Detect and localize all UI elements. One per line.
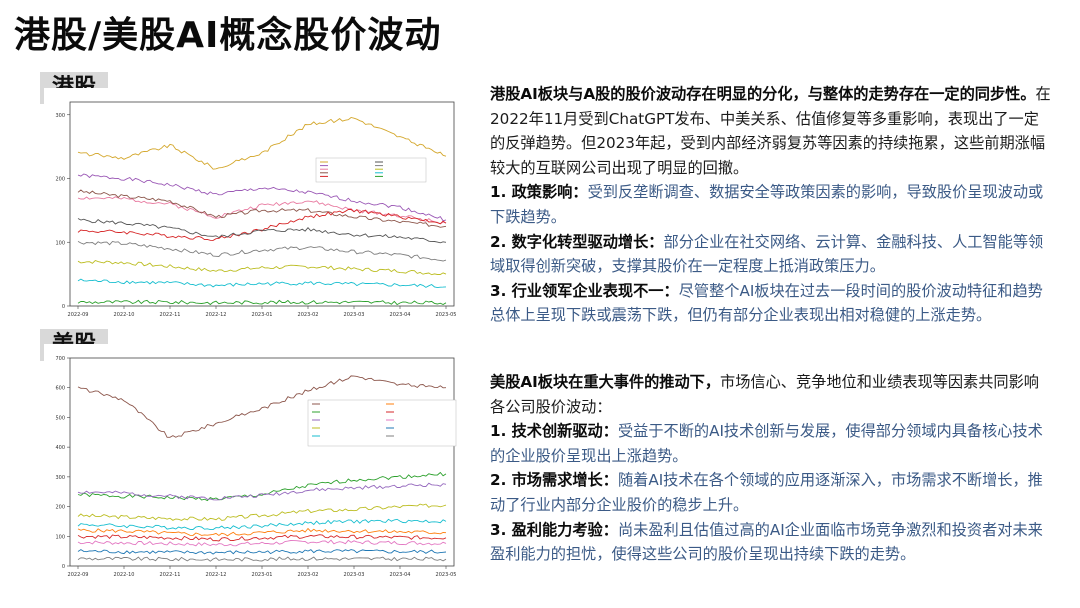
x-tick-label: 2022-10 xyxy=(114,312,135,318)
series-line xyxy=(77,259,447,276)
series-line xyxy=(77,375,447,438)
us-point-1-body: 受益于不断的AI技术创新与发展，使得部分领域内具备核心技术的企业股价呈现出上涨趋… xyxy=(490,422,1043,465)
x-tick-label: 2022-11 xyxy=(160,572,181,578)
us-stock-chart: 2022-09 2022-10 2022-11 2022-12 2023-01 2023-… xyxy=(44,344,466,584)
y-tick-label: 0 xyxy=(62,304,65,310)
us-lead: 美股AI板块在重大事件的推动下， xyxy=(490,373,721,391)
legend-box xyxy=(307,399,457,447)
y-tick-label: 500 xyxy=(55,415,65,421)
us-analysis: 美股AI板块在重大事件的推动下，市场信心、竞争地位和业绩表现等因素共同影响各公司… xyxy=(490,370,1052,567)
series-line xyxy=(77,534,447,542)
y-tick-label: 300 xyxy=(55,475,65,481)
series-line xyxy=(77,240,447,262)
series-line xyxy=(77,503,447,521)
legend xyxy=(315,157,427,183)
x-tick-label: 2022-10 xyxy=(114,572,135,578)
x-tick-label: 2023-04 xyxy=(390,572,411,578)
y-tick-label: 200 xyxy=(55,177,65,183)
hk-stock-chart: 2022-09 2022-10 2022-11 2022-12 2023-01 2023-… xyxy=(44,88,466,324)
series-line xyxy=(77,299,447,306)
series-line xyxy=(77,527,447,537)
x-tick-label: 2022-09 xyxy=(68,312,89,318)
legend-box xyxy=(315,157,427,183)
us-point-3-body: 尚未盈利且估值过高的AI企业面临市场竞争激烈和投资者对未来盈利能力的担忧，使得这… xyxy=(490,520,1043,564)
y-tick-label: 600 xyxy=(55,386,65,392)
y-tick-label: 400 xyxy=(55,445,65,451)
y-tick-label: 0 xyxy=(62,564,65,570)
x-tick-label: 2022-09 xyxy=(68,572,89,578)
x-tick-label: 2023-03 xyxy=(344,572,365,578)
x-tick-label: 2023-03 xyxy=(344,312,365,318)
chart-svg: 2022-09 2022-10 2022-11 2022-12 2023-01 2023-… xyxy=(55,101,457,318)
x-tick-label: 2022-12 xyxy=(206,572,227,578)
us-point-2-head: 2. 市场需求增长： xyxy=(490,471,618,490)
series-line xyxy=(77,218,447,244)
hk-analysis: 港股AI板块与A股的股价波动存在明显的分化，与整体的走势存在一定的同步性。在20… xyxy=(490,82,1052,328)
x-tick-label: 2023-05 xyxy=(436,312,457,318)
hk-point-3-head: 3. 行业领军企业表现不一： xyxy=(490,281,679,300)
y-tick-label: 200 xyxy=(55,505,65,511)
hk-point-2-head: 2. 数字化转型驱动增长： xyxy=(490,232,664,251)
hk-point-1-body: 受到反垄断调查、数据安全等政策因素的影响，导致股价呈现波动或下跌趋势。 xyxy=(490,183,1044,226)
chart-svg: 2022-09 2022-10 2022-11 2022-12 2023-01 2023-… xyxy=(55,356,457,578)
hk-point-3-body: 尽管整个AI板块在过去一段时间的股价波动特征和趋势总体上呈现下跌或震荡下跌，但仍… xyxy=(490,281,1043,325)
plot-area xyxy=(69,357,455,567)
series-line xyxy=(77,471,447,502)
x-tick-label: 2023-02 xyxy=(298,312,319,318)
series-line xyxy=(77,208,447,241)
y-tick-label: 700 xyxy=(55,356,65,362)
x-tick-label: 2023-02 xyxy=(298,572,319,578)
series-line xyxy=(77,278,447,289)
x-tick-label: 2022-11 xyxy=(160,312,181,318)
y-tick-label: 100 xyxy=(55,534,65,540)
series-line xyxy=(77,549,447,555)
series-line xyxy=(77,196,447,225)
x-tick-label: 2023-01 xyxy=(252,312,273,318)
series-line xyxy=(77,556,447,562)
series-line xyxy=(77,189,447,228)
page-title: 港股/美股AI概念股价波动 xyxy=(14,15,442,56)
y-tick-label: 100 xyxy=(55,240,65,246)
hk-point-1-head: 1. 政策影响： xyxy=(490,183,588,202)
hk-point-2-body: 部分企业在社交网络、云计算、金融科技、人工智能等领域取得创新突破，支撑其股价在一… xyxy=(490,232,1044,276)
x-tick-label: 2023-04 xyxy=(390,312,411,318)
x-tick-label: 2023-01 xyxy=(252,572,273,578)
x-tick-label: 2022-12 xyxy=(206,312,227,318)
us-point-2-body: 随着AI技术在各个领域的应用逐渐深入，市场需求不断增长，推动了行业内部分企业股价… xyxy=(490,471,1043,514)
series-line xyxy=(77,518,447,531)
hk-intro: 在2022年11月受到ChatGPT发布、中美关系、估值修复等多重影响，表现出了… xyxy=(490,85,1051,177)
series-line xyxy=(77,539,447,547)
y-tick-label: 300 xyxy=(55,113,65,119)
series-line xyxy=(77,117,447,170)
hk-lead: 港股AI板块与A股的股价波动存在明显的分化，与整体的走势存在一定的同步性。 xyxy=(490,85,1036,103)
series-line xyxy=(77,173,447,222)
legend xyxy=(307,399,457,447)
x-tick-label: 2023-05 xyxy=(436,572,457,578)
us-point-1-head: 1. 技术创新驱动： xyxy=(490,422,618,441)
us-point-3-head: 3. 盈利能力考验： xyxy=(490,520,618,539)
us-intro: 市场信心、竞争地位和业绩表现等因素共同影响各公司股价波动： xyxy=(490,373,1039,416)
series-line xyxy=(77,482,447,501)
